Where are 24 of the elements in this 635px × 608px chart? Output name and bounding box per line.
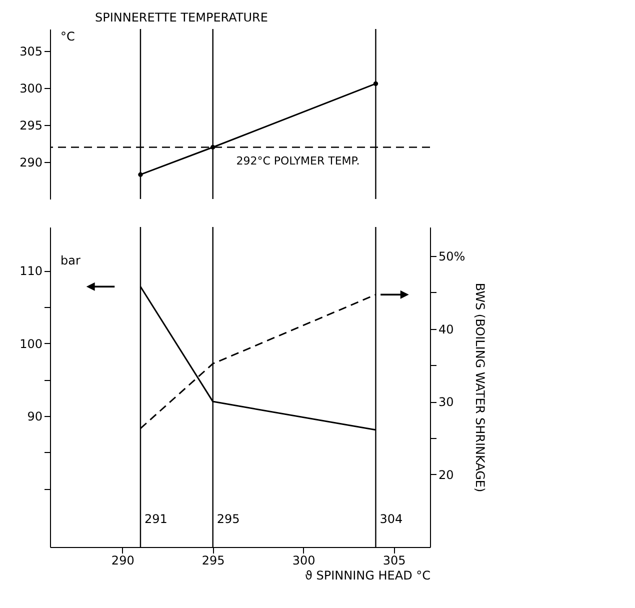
- y2-axis-title: BWS (BOILING WATER SHRINKAGE): [473, 282, 488, 492]
- y-axis-title: °C: [60, 30, 75, 44]
- ref-line-label: 295: [216, 512, 240, 526]
- x-tick-label: 300: [292, 554, 316, 568]
- y-tick-label: 295: [20, 118, 42, 133]
- y-tick-label: 300: [20, 82, 42, 96]
- ref-line-label: 291: [144, 512, 168, 526]
- y2-tick-label: 30: [438, 395, 454, 410]
- y2-tick-label: 40: [438, 322, 454, 336]
- x-axis-title: ϑ SPINNING HEAD °C: [305, 568, 430, 582]
- ref-line-label: 292°C POLYMER TEMP.: [236, 154, 360, 168]
- x-tick-label: 290: [111, 554, 134, 568]
- y-tick-label: 100: [20, 336, 42, 351]
- chart-title: SPINNERETTE TEMPERATURE: [95, 10, 268, 24]
- y2-tick-label: 50%: [438, 250, 466, 264]
- y-tick-label: 90: [27, 410, 42, 424]
- y-tick-label: 110: [20, 264, 42, 278]
- x-tick-label: 305: [382, 554, 406, 568]
- x-tick-label: 295: [202, 554, 225, 568]
- y-tick-label: 305: [20, 44, 42, 59]
- y2-tick-label: 20: [438, 468, 454, 482]
- y-axis-title: bar: [60, 254, 80, 268]
- ref-line-label: 304: [380, 512, 403, 526]
- y-tick-label: 290: [20, 156, 42, 170]
